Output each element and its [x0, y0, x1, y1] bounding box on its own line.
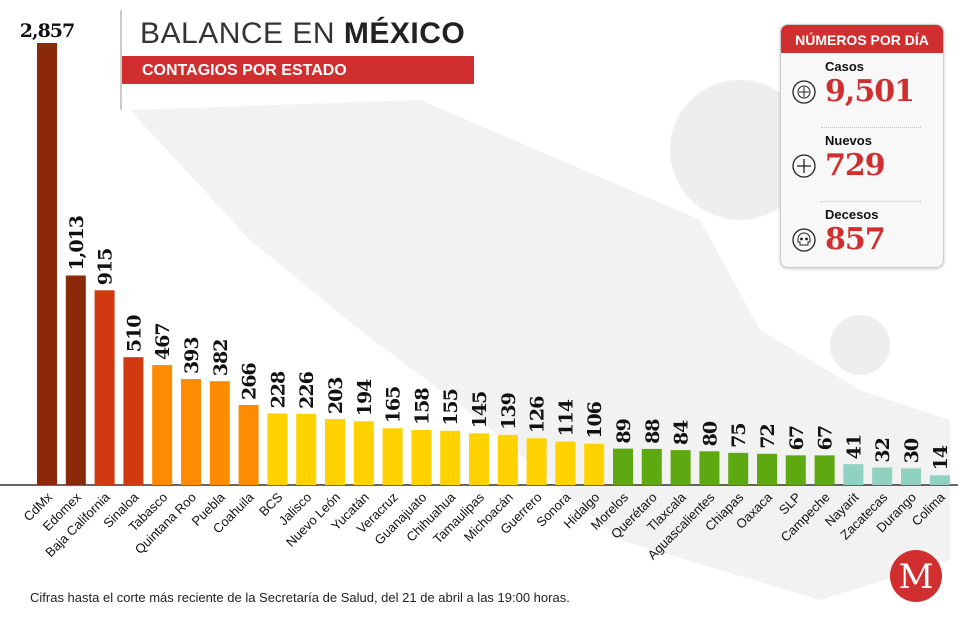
value-label: 67: [786, 426, 808, 450]
title-light: BALANCE EN: [140, 17, 344, 50]
value-label: 915: [95, 249, 117, 286]
bar-sonora: [555, 441, 576, 485]
value-label: 32: [872, 438, 894, 462]
divider: [821, 201, 921, 202]
stat-label: Nuevos: [825, 133, 872, 148]
value-label: 194: [354, 379, 376, 416]
value-label: 106: [584, 401, 606, 438]
stat-label: Casos: [825, 59, 865, 74]
bar-edomex: [65, 275, 86, 485]
value-label: 67: [815, 426, 837, 450]
bar-jalisco: [296, 413, 317, 485]
value-label: 88: [642, 419, 664, 444]
value-label: 30: [901, 438, 923, 463]
divider: [821, 127, 921, 128]
value-label: 467: [152, 323, 174, 360]
value-label: 1,013: [66, 216, 88, 271]
value-label: 80: [699, 421, 721, 446]
skull-icon: [792, 228, 816, 252]
value-label: 393: [181, 337, 203, 374]
source-note: Cifras hasta el corte más reciente de la…: [30, 590, 570, 605]
value-label: 155: [440, 389, 462, 426]
value-label: 158: [411, 388, 433, 425]
value-label: 165: [383, 387, 405, 424]
card-title: NÚMEROS POR DÍA: [781, 25, 943, 53]
stat-value: 857: [825, 222, 886, 257]
bar-guanajuato: [411, 430, 432, 485]
subtitle-banner: CONTAGIOS POR ESTADO: [122, 56, 474, 84]
bar-bcs: [267, 413, 288, 485]
bar-chiapas: [728, 452, 749, 485]
bar-tabasco: [152, 365, 173, 485]
bar-zacatecas: [872, 467, 893, 485]
value-label: 2,857: [20, 20, 75, 42]
bar-veracruz: [382, 428, 403, 485]
stat-value: 729: [825, 148, 886, 183]
bar-oaxaca: [757, 453, 777, 485]
bar-nayarit: [843, 464, 864, 485]
bar-nuevo-león: [325, 419, 345, 485]
stat-value: 9,501: [825, 74, 915, 109]
title-divider: [120, 10, 122, 110]
bar-michoacán: [497, 434, 518, 485]
value-label: 75: [728, 423, 750, 447]
bar-baja-california: [94, 290, 115, 485]
bar-coahuila: [238, 405, 259, 485]
title-bold: MÉXICO: [343, 17, 466, 50]
bar-puebla: [209, 381, 230, 485]
value-label: 266: [239, 363, 261, 400]
value-label: 382: [210, 340, 232, 377]
bar-hidalgo: [584, 443, 605, 485]
value-label: 72: [757, 424, 779, 448]
bar-chihuahua: [440, 430, 461, 485]
plus-circle-icon: [792, 154, 816, 178]
page-title: BALANCE EN MÉXICO: [140, 16, 465, 52]
bar-yucatán: [353, 421, 374, 485]
bar-tamaulipas: [469, 433, 489, 485]
bar-morelos: [613, 448, 633, 485]
bar-durango: [901, 468, 921, 485]
daily-numbers-card: NÚMEROS POR DÍA Casos 9,501 Nuevos 729 D…: [780, 24, 944, 268]
bar-guerrero: [526, 438, 547, 485]
bar-quintana-roo: [181, 379, 201, 485]
bar-sinaloa: [123, 357, 144, 485]
bar-slp: [785, 455, 806, 485]
value-label: 226: [296, 371, 318, 408]
value-label: 14: [930, 445, 952, 470]
bar-cdmx: [37, 43, 57, 485]
bar-aguascalientes: [699, 451, 720, 485]
value-label: 114: [555, 399, 577, 436]
bar-tlaxcala: [670, 450, 691, 485]
milenio-logo: M: [890, 550, 942, 602]
stat-decesos: Decesos 857: [791, 207, 936, 267]
value-label: 145: [469, 392, 491, 429]
value-label: 84: [671, 420, 693, 445]
stat-casos: Casos 9,501: [791, 59, 936, 121]
value-label: 139: [498, 392, 520, 429]
value-label: 203: [325, 377, 347, 414]
value-label: 228: [267, 371, 289, 408]
bar-colima: [929, 475, 950, 485]
stat-nuevos: Nuevos 729: [791, 133, 936, 195]
value-label: 89: [613, 418, 635, 443]
value-label: 126: [527, 396, 549, 433]
stat-label: Decesos: [825, 207, 879, 222]
bar-campeche: [814, 455, 835, 485]
bar-querétaro: [641, 448, 662, 485]
value-label: 41: [843, 435, 865, 459]
virus-icon: [792, 80, 816, 104]
value-label: 510: [123, 315, 145, 352]
